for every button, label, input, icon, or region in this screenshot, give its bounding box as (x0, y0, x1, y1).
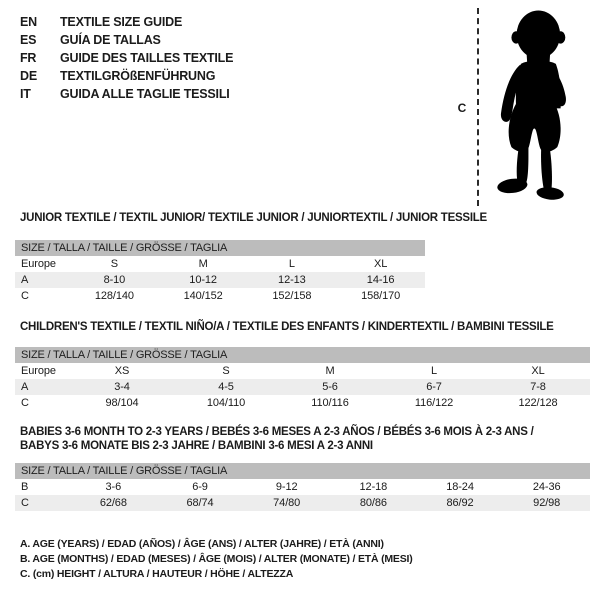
age-cell: 6-9 (192, 481, 208, 493)
junior-table-title-line: JUNIOR TEXTILE / TEXTIL JUNIOR/ TEXTILE … (20, 212, 487, 224)
footnote-age-months: B. AGE (MONTHS) / EDAD (MESES) / ÂGE (MO… (20, 553, 413, 565)
row-label: Europe (21, 365, 56, 377)
language-code: EN (20, 15, 37, 29)
language-label: GUIDE DES TAILLES TEXTILE (60, 51, 234, 65)
language-label: TEXTILGRÖßENFÜHRUNG (60, 69, 216, 83)
age-cell: 7-8 (530, 381, 546, 393)
size-cell: M (325, 365, 335, 377)
height-cell: 92/98 (533, 497, 561, 509)
language-row-es: ES GUÍA DE TALLAS (20, 31, 233, 49)
language-code: ES (20, 33, 37, 47)
age-cell: 6-7 (426, 381, 442, 393)
height-cell: 152/158 (272, 290, 312, 302)
language-code: FR (20, 51, 37, 65)
age-cell: 8-10 (103, 274, 126, 286)
height-cell: 140/152 (183, 290, 223, 302)
size-cell: XL (531, 365, 545, 377)
height-cell: 68/74 (186, 497, 214, 509)
row-label: A (21, 381, 29, 393)
row-label: C (21, 497, 29, 509)
age-cell: 5-6 (322, 381, 338, 393)
height-cell: 98/104 (105, 397, 139, 409)
row-label: A (21, 274, 29, 286)
table-row: C 62/68 68/74 74/80 80/86 86/92 92/98 (15, 495, 590, 511)
footnote-height: C. (cm) HEIGHT / ALTURA / HAUTEUR / HÖHE… (20, 568, 294, 580)
age-cell: 12-13 (278, 274, 306, 286)
table-row: C 98/104 104/110 110/116 116/122 122/128 (15, 395, 590, 411)
size-header-bar: SIZE / TALLA / TAILLE / GRÖSSE / TAGLIA (15, 347, 590, 363)
table-row: Europe XS S M L XL (15, 363, 590, 379)
size-header-bar: SIZE / TALLA / TAILLE / GRÖSSE / TAGLIA (15, 463, 590, 479)
height-cell: 116/122 (414, 397, 454, 409)
age-cell: 14-16 (366, 274, 395, 286)
table-row: Europe S M L XL (15, 256, 425, 272)
height-cell: 62/68 (99, 497, 127, 509)
babies-table-title-line-2: BABYS 3-6 MONATE BIS 2-3 JAHRE / BAMBINI… (20, 439, 373, 452)
size-cell: L (430, 365, 438, 377)
height-cell: 104/110 (206, 397, 246, 409)
language-code: DE (20, 69, 37, 83)
footnote-age-years: A. AGE (YEARS) / EDAD (AÑOS) / ÂGE (ANS)… (20, 538, 384, 550)
table-row: A 8-10 10-12 12-13 14-16 (15, 272, 425, 288)
row-label: C (21, 397, 29, 409)
age-cell: 3-6 (105, 481, 122, 493)
size-cell: S (222, 365, 230, 377)
language-label: GUÍA DE TALLAS (60, 33, 161, 47)
language-code: IT (20, 87, 31, 101)
babies-table-title: BABIES 3-6 MONTH TO 2-3 YEARS / BEBÉS 3-… (20, 426, 534, 453)
language-row-it: IT GUIDA ALLE TAGLIE TESSILI (20, 85, 233, 103)
height-cell: 74/80 (273, 497, 301, 509)
language-row-fr: FR GUIDE DES TAILLES TEXTILE (20, 49, 233, 67)
babies-table: SIZE / TALLA / TAILLE / GRÖSSE / TAGLIA … (15, 463, 590, 511)
row-label: Europe (21, 258, 56, 270)
age-cell: 10-12 (189, 274, 217, 286)
language-label: GUIDA ALLE TAGLIE TESSILI (60, 87, 230, 101)
language-row-de: DE TEXTILGRÖßENFÜHRUNG (20, 67, 233, 85)
height-cell: 80/86 (359, 497, 387, 509)
age-cell: 9-12 (275, 481, 298, 493)
babies-table-title-line-1: BABIES 3-6 MONTH TO 2-3 YEARS / BEBÉS 3-… (20, 426, 534, 438)
baby-silhouette (497, 10, 566, 200)
language-list: EN TEXTILE SIZE GUIDE ES GUÍA DE TALLAS … (20, 13, 233, 103)
children-table: SIZE / TALLA / TAILLE / GRÖSSE / TAGLIA … (15, 347, 590, 411)
size-cell: S (110, 258, 118, 270)
height-cell: 86/92 (446, 497, 474, 509)
language-row-en: EN TEXTILE SIZE GUIDE (20, 13, 233, 31)
size-cell: XS (114, 365, 130, 377)
age-cell: 24-36 (532, 481, 561, 493)
age-cell: 18-24 (446, 481, 474, 493)
size-header-bar: SIZE / TALLA / TAILLE / GRÖSSE / TAGLIA (15, 240, 425, 256)
age-cell: 3-4 (114, 381, 130, 393)
table-row: A 3-4 4-5 5-6 6-7 7-8 (15, 379, 590, 395)
age-cell: 4-5 (218, 381, 234, 393)
row-label: C (21, 290, 29, 302)
age-cell: 12-18 (359, 481, 388, 493)
children-table-title: CHILDREN'S TEXTILE / TEXTIL NIÑO/A / TEX… (20, 321, 554, 335)
height-cell: 158/170 (361, 290, 401, 302)
junior-table-title: JUNIOR TEXTILE / TEXTIL JUNIOR/ TEXTILE … (20, 212, 487, 226)
size-cell: L (288, 258, 295, 270)
height-measure-label: C (457, 101, 467, 115)
height-measure-dashed-line (477, 8, 479, 206)
size-cell: M (198, 258, 208, 270)
children-table-title-line: CHILDREN'S TEXTILE / TEXTIL NIÑO/A / TEX… (20, 321, 554, 333)
height-cell: 128/140 (94, 290, 134, 302)
language-label: TEXTILE SIZE GUIDE (60, 15, 183, 29)
table-row: B 3-6 6-9 9-12 12-18 18-24 24-36 (15, 479, 590, 495)
height-cell: 122/128 (518, 397, 558, 409)
table-row: C 128/140 140/152 152/158 158/170 (15, 288, 425, 304)
height-cell: 110/116 (311, 397, 349, 409)
row-label: B (21, 481, 29, 493)
footnotes: A. AGE (YEARS) / EDAD (AÑOS) / ÂGE (ANS)… (20, 537, 413, 582)
junior-table: SIZE / TALLA / TAILLE / GRÖSSE / TAGLIA … (15, 240, 425, 304)
size-cell: XL (373, 258, 388, 270)
